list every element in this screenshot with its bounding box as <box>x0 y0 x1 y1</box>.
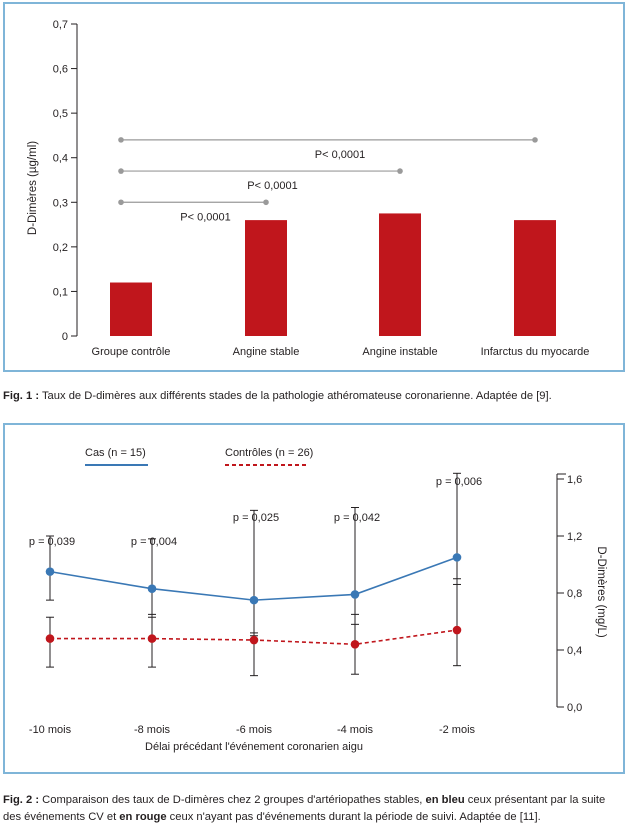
x-category-label-2: Angine instable <box>362 346 437 358</box>
x-category-label-1: Angine stable <box>233 346 300 358</box>
y-tick-label-3: 0,3 <box>53 197 68 209</box>
p-value-label-3: p = 0,042 <box>334 512 380 524</box>
point-0-2 <box>249 595 259 605</box>
comparison-end-marker-2 <box>532 137 538 143</box>
comparison-end-marker-1 <box>397 168 403 174</box>
comparison-end-marker-0 <box>263 199 269 206</box>
figure-2-caption-text-1: Comparaison des taux de D-dimères chez 2… <box>39 794 426 806</box>
x-axis-label: Délai précédant l'événement coronarien a… <box>145 741 363 753</box>
point-1-4 <box>452 625 462 635</box>
comparison-start-marker-1 <box>118 168 124 174</box>
point-1-0 <box>45 634 55 643</box>
p-value-label-1: p = 0,004 <box>131 536 177 548</box>
figure-2-frame <box>3 423 625 774</box>
y-tick-label-4: 0,4 <box>53 153 68 165</box>
legend-label-1: Contrôles (n = 26) <box>225 447 313 459</box>
figure-1-caption-text: Taux de D-dimères aux différents stades … <box>39 390 552 402</box>
y-tick-label-6: 0,6 <box>53 64 68 76</box>
point-0-4 <box>452 553 462 562</box>
x-tick-label-2: -6 mois <box>236 724 273 736</box>
bar-0 <box>110 282 152 336</box>
point-1-2 <box>249 635 259 645</box>
comparison-label-1: P< 0,0001 <box>247 180 297 192</box>
point-0-3 <box>350 590 360 599</box>
y-tick-label-0: 0 <box>62 331 68 343</box>
y-tick-label-1: 0,1 <box>53 286 68 298</box>
bar-2 <box>379 213 421 336</box>
y-tick-label-0: 0,0 <box>567 702 582 714</box>
figure-2-caption-text-2: ceux présentant par la suite des événeme… <box>3 794 606 823</box>
figure-1-bar-chart: 0 0,1 0,2 0,3 0,4 0,5 0,6 0,7 D-Dimères (µg/ml) G… <box>27 19 590 358</box>
figure-2-caption: Fig. 2 : Comparaison des taux de D-dimèr… <box>3 792 625 826</box>
bar-1 <box>245 220 287 336</box>
figure-1-caption: Fig. 1 : Taux de D-dimères aux différent… <box>3 388 625 405</box>
p-value-label-0: p = 0,039 <box>29 536 75 548</box>
comparison-start-marker-0 <box>118 199 124 206</box>
point-1-1 <box>147 634 157 643</box>
figure-2-caption-bold-blue: en bleu <box>425 794 465 806</box>
legend-label-0: Cas (n = 15) <box>85 447 146 459</box>
x-tick-label-0: -10 mois <box>29 724 72 736</box>
y-axis-label: D-Dimères (µg/ml) <box>27 141 39 235</box>
bar-3 <box>514 220 556 336</box>
comparison-label-2: P< 0,0001 <box>315 149 365 161</box>
figure-2-caption-bold-red: en rouge <box>119 811 167 823</box>
figure-2-line-chart: 0,0 0,4 0,8 1,2 1,6 D-Dimères (mg/L) -10 mois -… <box>29 447 607 753</box>
figure-2-caption-label: Fig. 2 : <box>3 794 40 806</box>
y-tick-label-3: 1,2 <box>567 531 582 543</box>
comparison-start-marker-2 <box>118 137 124 143</box>
figure-1-caption-label: Fig. 1 : <box>3 390 40 402</box>
point-0-0 <box>45 567 55 576</box>
y-tick-label-2: 0,8 <box>567 588 582 600</box>
p-value-label-2: p = 0,025 <box>233 512 279 524</box>
comparison-label-0: P< 0,0001 <box>180 211 230 223</box>
y-tick-label-7: 0,7 <box>53 19 68 31</box>
point-1-3 <box>350 640 360 649</box>
x-category-label-3: Infarctus du myocarde <box>481 346 590 358</box>
y-axis-label: D-Dimères (mg/L) <box>595 546 607 638</box>
x-tick-label-1: -8 mois <box>134 724 171 736</box>
y-tick-label-1: 0,4 <box>567 645 582 657</box>
x-tick-label-3: -4 mois <box>337 724 374 736</box>
figure-2-caption-text-3: ceux n'ayant pas d'événements durant la … <box>166 811 541 823</box>
point-0-1 <box>147 584 157 594</box>
y-tick-label-2: 0,2 <box>53 242 68 254</box>
x-category-label-0: Groupe contrôle <box>92 346 171 358</box>
y-tick-label-5: 0,5 <box>53 108 68 120</box>
x-tick-label-4: -2 mois <box>439 724 476 736</box>
p-value-label-4: p = 0,006 <box>436 476 482 488</box>
y-tick-label-4: 1,6 <box>567 474 582 486</box>
